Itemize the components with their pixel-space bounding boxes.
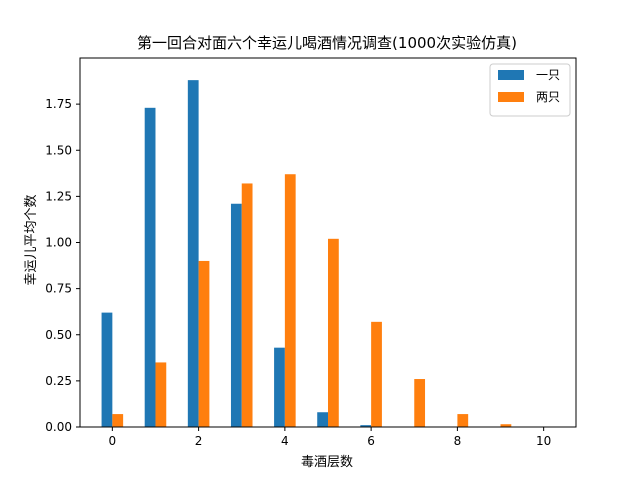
y-tick-label: 1.50 bbox=[45, 143, 72, 157]
bar bbox=[112, 414, 124, 427]
y-tick-label: 1.00 bbox=[45, 236, 72, 250]
bar bbox=[457, 414, 469, 427]
legend-label: 两只 bbox=[536, 90, 560, 104]
bar bbox=[414, 379, 426, 427]
bar bbox=[198, 260, 210, 427]
chart-title: 第一回合对面六个幸运儿喝酒情况调查(1000次实验仿真) bbox=[137, 34, 517, 52]
bar bbox=[144, 107, 156, 427]
y-tick-label: 0.25 bbox=[45, 374, 72, 388]
bar bbox=[155, 362, 167, 427]
legend-label: 一只 bbox=[536, 68, 560, 82]
bar bbox=[328, 238, 339, 427]
bar bbox=[371, 321, 382, 427]
bar bbox=[241, 183, 253, 427]
y-tick-label: 0.50 bbox=[45, 328, 72, 342]
y-tick-label: 0.00 bbox=[45, 420, 72, 434]
bar bbox=[101, 312, 113, 427]
bar bbox=[187, 80, 199, 427]
y-tick-label: 1.25 bbox=[45, 189, 72, 203]
y-axis-label: 幸运儿平均个数 bbox=[24, 194, 39, 285]
plot-area: 0 2 4 6 8 10 0.00 0.25 0.50 0.75 1.00 1.25 1.50 1.75 bbox=[45, 57, 577, 448]
x-tick-label: 4 bbox=[281, 434, 289, 448]
y-tick-label: 0.75 bbox=[45, 282, 72, 296]
bar bbox=[500, 424, 512, 427]
x-tick-label: 2 bbox=[195, 434, 203, 448]
bar bbox=[230, 203, 242, 427]
legend-swatch bbox=[498, 92, 524, 102]
x-axis-label: 毒酒层数 bbox=[301, 455, 353, 470]
y-tick-label: 1.75 bbox=[45, 97, 72, 111]
bar bbox=[274, 347, 285, 427]
bar bbox=[284, 174, 296, 427]
legend-swatch bbox=[498, 70, 524, 80]
bar bbox=[360, 425, 372, 427]
x-tick-label: 10 bbox=[536, 434, 551, 448]
x-tick-label: 0 bbox=[109, 434, 117, 448]
x-tick-label: 8 bbox=[454, 434, 462, 448]
bar bbox=[317, 412, 328, 427]
x-tick-label: 6 bbox=[367, 434, 375, 448]
